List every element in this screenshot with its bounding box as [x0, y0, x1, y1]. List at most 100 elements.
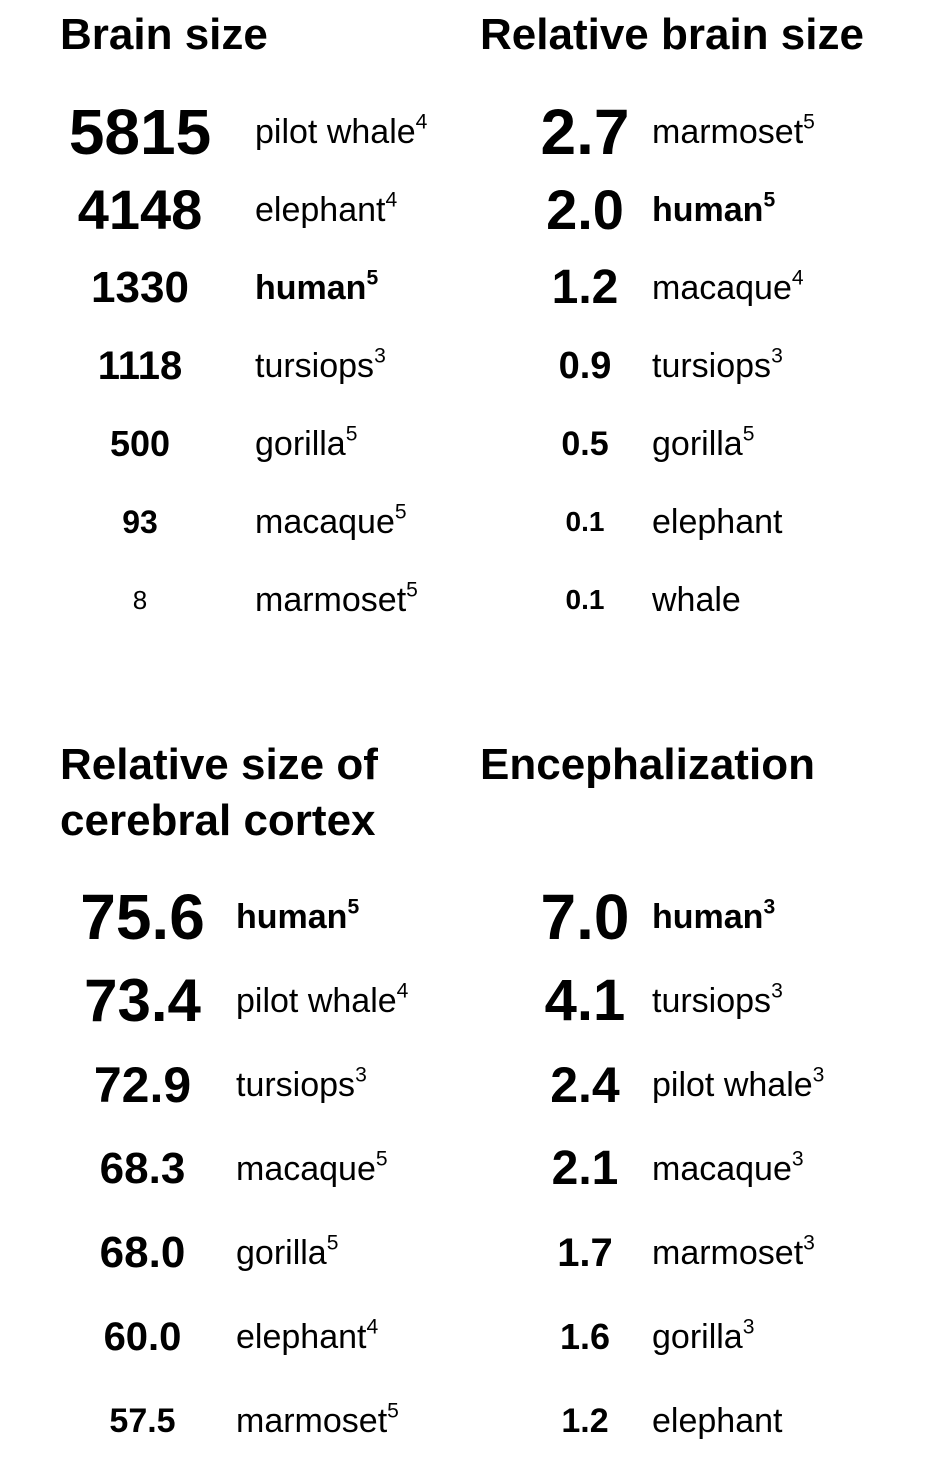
ranking-row: 2.4 pilot whale3	[480, 1053, 920, 1117]
ranking-row: 1.6 gorilla3	[480, 1305, 920, 1369]
species-name: marmoset	[255, 581, 407, 619]
species-name: elephant	[652, 503, 783, 541]
panel-encephalization: Encephalization 7.0 human3 4.1 tursiops3 2.4 p…	[480, 730, 920, 1470]
species-name: whale	[652, 581, 741, 619]
ranking-row: 0.9 tursiops3	[480, 334, 920, 398]
reference-superscript: 5	[366, 266, 379, 290]
panel-relative-cortex-size: Relative size of cerebral cortex 75.6 human…	[60, 730, 460, 1470]
ranking-value: 4148	[77, 178, 203, 241]
ranking-value: 1118	[97, 344, 183, 388]
species-label-gorilla: gorilla5	[652, 423, 754, 463]
ranking-value: 500	[109, 423, 171, 464]
species-label-macaque: macaque4	[652, 267, 804, 307]
species-label-human: human5	[255, 267, 378, 307]
species-label-tursiops: tursiops3	[255, 345, 386, 383]
ranking-value: 60.0	[103, 1315, 182, 1359]
ranking-row: 1.7 marmoset3	[480, 1221, 920, 1285]
reference-superscript: 5	[387, 1399, 399, 1423]
species-label-macaque: macaque5	[255, 501, 407, 539]
reference-superscript: 3	[763, 895, 776, 919]
reference-superscript: 4	[415, 110, 428, 134]
ranking-value: 0.9	[558, 345, 612, 387]
panel-title-line: Relative size of	[60, 740, 378, 789]
species-label-macaque: macaque3	[652, 1148, 804, 1188]
species-label-tursiops: tursiops3	[652, 345, 783, 385]
ranking-row: 2.0 human5	[480, 178, 920, 242]
ranking-row: 4.1 tursiops3	[480, 969, 920, 1033]
species-label-gorilla: gorilla3	[652, 1316, 754, 1356]
reference-superscript: 3	[771, 344, 783, 368]
ranking-value: 8	[132, 585, 148, 615]
ranking-value: 2.7	[540, 96, 630, 168]
ranking-row: 1.2 macaque4	[480, 256, 920, 320]
ranking-row: 68.3 macaque5	[60, 1137, 460, 1201]
ranking-row: 0.1 elephant	[480, 490, 920, 554]
reference-superscript: 5	[394, 500, 407, 524]
ranking-row: 4148 elephant4	[60, 178, 460, 242]
species-name: tursiops	[236, 1066, 356, 1104]
reference-superscript: 5	[803, 110, 815, 134]
species-label-gorilla: gorilla5	[255, 423, 357, 463]
reference-superscript: 3	[791, 1147, 804, 1171]
panel-title-line: Encephalization	[480, 740, 815, 789]
ranking-row: 0.1 whale	[480, 568, 920, 632]
species-name: tursiops	[652, 347, 772, 385]
species-name: macaque	[652, 269, 792, 307]
ranking-value: 5815	[68, 96, 212, 168]
ranking-value: 93	[122, 504, 158, 540]
species-label-whale: whale	[652, 583, 741, 617]
reference-superscript: 5	[345, 422, 358, 446]
panel-relative-brain-size: Relative brain size 2.7 marmoset5 2.0 human5…	[480, 0, 920, 640]
ranking-value: 7.0	[540, 881, 630, 953]
species-name: gorilla	[255, 425, 346, 463]
species-label-marmoset: marmoset5	[236, 1400, 399, 1440]
ranking-value: 2.1	[551, 1142, 619, 1195]
species-name: human	[255, 269, 367, 307]
species-label-elephant: elephant	[652, 505, 782, 539]
ranking-value: 0.1	[565, 584, 605, 615]
species-name: gorilla	[652, 1318, 743, 1356]
ranking-row: 7.0 human3	[480, 885, 920, 949]
reference-superscript: 3	[355, 1063, 367, 1087]
species-name: gorilla	[652, 425, 743, 463]
reference-superscript: 4	[385, 188, 398, 212]
ranking-row: 75.6 human5	[60, 885, 460, 949]
panel-title-line: Brain size	[60, 10, 268, 59]
reference-superscript: 4	[396, 979, 409, 1003]
species-label-gorilla: gorilla5	[236, 1232, 338, 1270]
panel-brain-size: Brain size 5815 pilot whale4 4148 elephant4 1…	[60, 0, 460, 640]
ranking-value: 68.0	[99, 1228, 186, 1277]
reference-superscript: 3	[374, 344, 386, 368]
species-name: pilot whale	[236, 982, 397, 1020]
ranking-value: 68.3	[99, 1144, 186, 1193]
reference-superscript: 5	[742, 422, 755, 446]
ranking-row: 1118 tursiops3	[60, 334, 460, 398]
ranking-value: 2.0	[546, 178, 624, 241]
species-name: pilot whale	[255, 113, 416, 151]
ranking-row: 72.9 tursiops3	[60, 1053, 460, 1117]
ranking-value: 1330	[91, 263, 189, 312]
species-label-human: human5	[652, 189, 775, 227]
species-label-pilot-whale: pilot whale3	[652, 1064, 824, 1104]
species-name: human	[652, 898, 764, 936]
ranking-row: 60.0 elephant4	[60, 1305, 460, 1369]
reference-superscript: 4	[791, 266, 804, 290]
species-label-pilot-whale: pilot whale4	[255, 111, 427, 151]
ranking-value: 2.4	[550, 1057, 620, 1113]
reference-superscript: 3	[742, 1315, 755, 1339]
species-name: macaque	[236, 1150, 376, 1188]
species-name: marmoset	[236, 1402, 388, 1440]
species-label-elephant: elephant	[652, 1404, 782, 1438]
reference-superscript: 4	[366, 1315, 379, 1339]
ranking-value: 75.6	[80, 881, 205, 953]
species-name: macaque	[652, 1150, 792, 1188]
ranking-value: 1.6	[559, 1316, 611, 1357]
species-name: pilot whale	[652, 1066, 813, 1104]
species-label-tursiops: tursiops3	[652, 980, 783, 1018]
species-label-marmoset: marmoset5	[652, 111, 815, 149]
ranking-row: 1.2 elephant	[480, 1389, 920, 1453]
species-label-tursiops: tursiops3	[236, 1064, 367, 1104]
ranking-row: 0.5 gorilla5	[480, 412, 920, 476]
species-name: elephant	[652, 1402, 783, 1440]
ranking-row: 73.4 pilot whale4	[60, 969, 460, 1033]
